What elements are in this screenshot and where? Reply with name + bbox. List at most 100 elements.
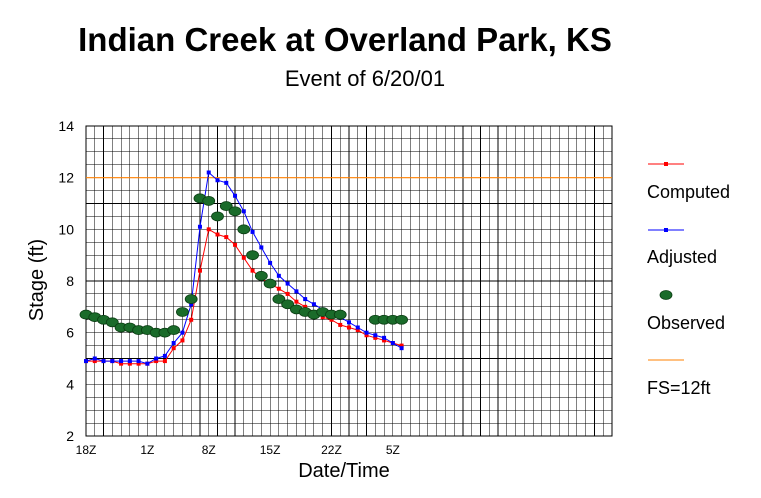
data-point-adjusted [84,359,88,364]
data-point-adjusted [197,224,202,229]
data-point-adjusted [303,297,308,302]
data-point-observed [167,325,181,335]
data-point-adjusted [127,359,132,364]
y-tick-label: 4 [66,376,74,392]
data-point-observed [246,250,259,261]
data-point-computed [206,227,211,232]
y-axis-ticks: 2 4 6 8 10 12 14 [58,118,74,444]
series-layer [79,170,612,366]
data-point-observed [333,309,347,320]
data-point-computed [180,338,185,343]
data-point-computed [215,232,220,237]
series-adjusted [84,170,404,366]
data-point-adjusted [373,333,378,338]
x-tick-label: 22Z [321,443,342,457]
data-point-adjusted [101,359,106,364]
data-point-observed [228,206,242,217]
y-tick-label: 8 [66,273,74,289]
legend-item-adjusted: Adjusted [647,228,717,267]
x-axis-label: Date/Time [298,460,390,482]
data-point-adjusted [241,209,246,214]
x-tick-label: 8Z [202,443,216,457]
data-point-computed [189,317,194,322]
y-tick-label: 12 [58,170,74,186]
data-point-computed [276,286,281,291]
data-point-observed [219,201,233,211]
legend-item-fs-12ft: FS=12ft [647,359,711,398]
y-axis-label: Stage (ft) [26,239,48,321]
data-point-computed [224,235,229,240]
data-point-observed [395,314,409,325]
legend-swatch [659,290,673,300]
legend: Computed Adjusted Observed FS=12ft [647,162,730,398]
chart-title: Indian Creek at Overland Park, KS [78,21,612,58]
data-point-adjusted [347,320,351,325]
data-point-adjusted [145,361,150,366]
data-point-observed [272,294,286,304]
data-point-computed [136,361,141,366]
data-point-observed [237,224,251,235]
legend-label: Observed [647,313,725,333]
data-point-computed [399,343,404,348]
data-point-adjusted [180,330,185,335]
data-point-computed [338,322,343,327]
plot-border [85,125,613,437]
data-point-observed [105,317,119,328]
data-point-adjusted [224,180,229,185]
data-point-computed [364,333,369,338]
data-point-adjusted [276,273,281,278]
x-axis-ticks: 18Z 1Z 8Z 15Z 22Z 5Z [76,443,400,457]
data-point-adjusted [285,281,290,286]
data-point-adjusted [154,356,159,361]
data-point-adjusted [382,335,387,340]
data-point-computed [382,338,387,343]
legend-marker [664,162,668,166]
data-point-observed [176,307,189,317]
data-point-computed [162,359,167,364]
data-point-computed [119,361,124,366]
data-point-computed [154,359,159,364]
x-tick-label: 15Z [260,443,281,457]
plot-grid [85,125,613,437]
data-point-computed [127,361,132,366]
data-point-computed [233,242,238,247]
data-point-computed [171,346,176,351]
data-point-adjusted [119,359,124,364]
data-point-computed [92,359,97,364]
data-point-observed [263,278,277,289]
data-point-adjusted [171,341,176,345]
data-point-adjusted [399,346,404,351]
y-tick-label: 14 [58,118,74,134]
data-point-adjusted [110,359,115,364]
data-point-adjusted [250,229,255,234]
data-point-adjusted [311,302,316,307]
data-point-adjusted [136,359,141,364]
data-point-observed [211,211,224,222]
series-observed [79,193,409,338]
legend-item-computed: Computed [647,162,730,202]
data-point-adjusted [92,356,97,361]
data-point-adjusted [233,193,238,198]
data-point-observed [254,270,268,281]
x-tick-label: 1Z [140,443,154,457]
data-point-observed [184,294,198,304]
data-point-observed [202,196,216,206]
chart-subtitle: Event of 6/20/01 [285,66,445,91]
data-point-adjusted [294,289,299,294]
data-point-adjusted [355,325,360,330]
data-point-computed [347,325,351,330]
data-point-computed [197,268,202,273]
data-point-computed [294,299,299,304]
data-point-adjusted [206,170,211,175]
data-point-observed [281,299,295,310]
data-point-adjusted [390,341,395,345]
data-point-adjusted [259,245,264,250]
legend-marker [664,228,668,232]
data-point-computed [373,335,378,340]
y-tick-label: 2 [66,428,74,444]
data-point-computed [303,304,308,309]
legend-item-observed: Observed [647,290,725,333]
data-point-computed [285,291,290,296]
data-point-computed [329,317,334,322]
